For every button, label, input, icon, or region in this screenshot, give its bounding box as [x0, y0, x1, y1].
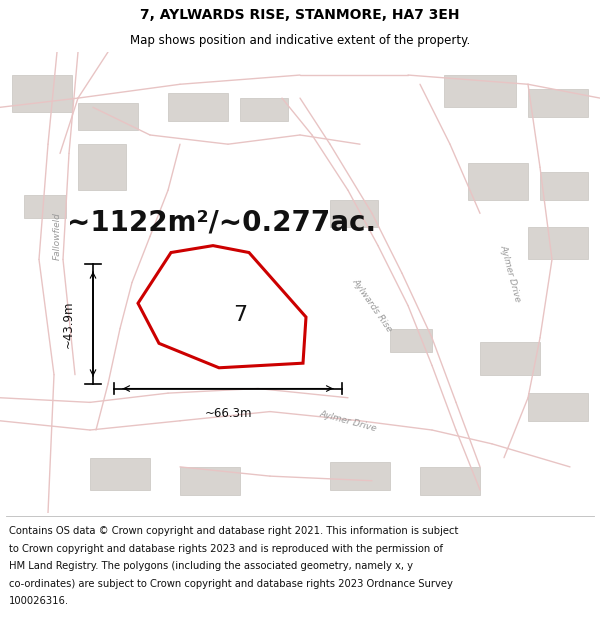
- Bar: [468, 162, 528, 199]
- Bar: [240, 98, 288, 121]
- Bar: [540, 172, 588, 199]
- Bar: [528, 89, 588, 116]
- Bar: [90, 458, 150, 490]
- Text: ~1122m²/~0.277ac.: ~1122m²/~0.277ac.: [67, 209, 377, 237]
- Bar: [444, 75, 516, 108]
- Text: 7, AYLWARDS RISE, STANMORE, HA7 3EH: 7, AYLWARDS RISE, STANMORE, HA7 3EH: [140, 8, 460, 21]
- Bar: [24, 195, 66, 218]
- Bar: [168, 94, 228, 121]
- Text: HM Land Registry. The polygons (including the associated geometry, namely x, y: HM Land Registry. The polygons (includin…: [9, 561, 413, 571]
- Text: co-ordinates) are subject to Crown copyright and database rights 2023 Ordnance S: co-ordinates) are subject to Crown copyr…: [9, 579, 453, 589]
- Bar: [330, 199, 378, 227]
- Bar: [78, 102, 138, 131]
- Bar: [12, 75, 72, 112]
- Text: to Crown copyright and database rights 2023 and is reproduced with the permissio: to Crown copyright and database rights 2…: [9, 544, 443, 554]
- Text: 100026316.: 100026316.: [9, 596, 69, 606]
- Text: Fallowfield: Fallowfield: [53, 213, 62, 261]
- Bar: [390, 329, 432, 352]
- Bar: [528, 227, 588, 259]
- Bar: [420, 467, 480, 494]
- Text: Aylwards Rise: Aylwards Rise: [350, 277, 394, 334]
- Text: Contains OS data © Crown copyright and database right 2021. This information is : Contains OS data © Crown copyright and d…: [9, 526, 458, 536]
- Bar: [528, 393, 588, 421]
- Text: ~66.3m: ~66.3m: [204, 407, 252, 420]
- Bar: [330, 462, 390, 490]
- Bar: [480, 342, 540, 375]
- Polygon shape: [138, 246, 306, 368]
- Text: Aylmer Drive: Aylmer Drive: [319, 409, 377, 432]
- Text: ~43.9m: ~43.9m: [62, 300, 75, 348]
- Bar: [78, 144, 126, 190]
- Text: 7: 7: [233, 305, 247, 325]
- Text: Aylmer Drive: Aylmer Drive: [498, 244, 522, 303]
- Bar: [180, 467, 240, 494]
- Text: Map shows position and indicative extent of the property.: Map shows position and indicative extent…: [130, 34, 470, 47]
